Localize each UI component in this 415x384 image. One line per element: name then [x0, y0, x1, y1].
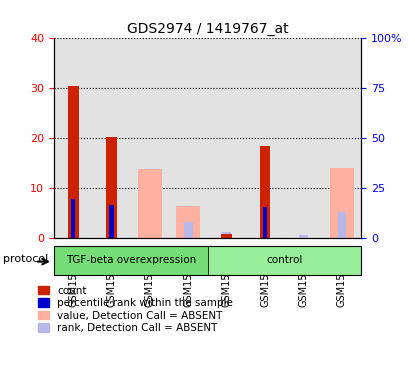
- Bar: [138, 169, 162, 238]
- Bar: [246, 38, 284, 238]
- Bar: [284, 38, 323, 238]
- Bar: [208, 38, 246, 238]
- Bar: [323, 38, 361, 238]
- Bar: [68, 86, 78, 238]
- Title: GDS2974 / 1419767_at: GDS2974 / 1419767_at: [127, 22, 288, 36]
- Bar: [263, 207, 267, 238]
- Bar: [106, 137, 117, 238]
- Bar: [93, 38, 131, 238]
- Bar: [221, 234, 232, 238]
- Text: TGF-beta overexpression: TGF-beta overexpression: [66, 255, 196, 265]
- Bar: [176, 206, 200, 238]
- Legend: count, percentile rank within the sample, value, Detection Call = ABSENT, rank, : count, percentile rank within the sample…: [39, 286, 233, 333]
- Bar: [299, 235, 308, 238]
- Bar: [222, 232, 231, 238]
- Bar: [131, 38, 169, 238]
- Bar: [260, 146, 271, 238]
- Bar: [110, 205, 114, 238]
- Bar: [338, 212, 346, 238]
- Bar: [54, 38, 92, 238]
- Bar: [330, 168, 354, 238]
- Bar: [184, 222, 193, 238]
- Bar: [71, 199, 75, 238]
- Bar: [54, 246, 208, 275]
- Bar: [169, 38, 208, 238]
- Text: control: control: [266, 255, 303, 265]
- Bar: [208, 246, 361, 275]
- Text: protocol: protocol: [3, 254, 48, 264]
